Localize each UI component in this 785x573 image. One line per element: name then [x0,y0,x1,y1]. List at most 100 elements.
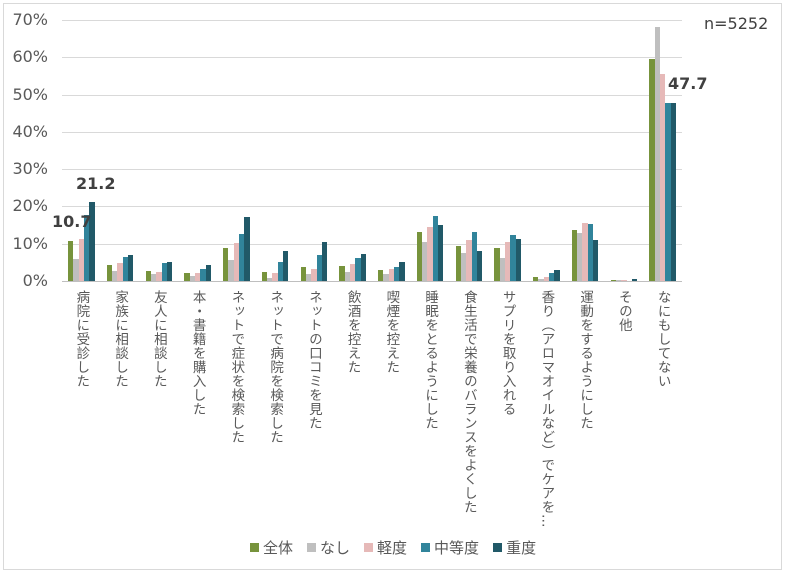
y-tick-label: 50% [12,84,48,104]
bar [432,216,439,281]
data-label: 21.2 [76,174,116,193]
bar [128,255,134,281]
bar [610,279,616,281]
legend-item: なし [307,537,350,558]
bar [194,272,201,281]
bar [166,261,173,281]
x-category-label: 家族に相談した [112,290,129,388]
bar [228,260,234,281]
bar [223,247,229,281]
legend-label: なし [320,539,351,557]
y-tick-label: 10% [12,233,48,253]
legend-label: 中等度 [434,539,480,557]
x-category-label: 飲酒を控えた [344,290,361,374]
x-category-label: サプリを取り入れる [499,290,516,416]
bar [277,261,284,281]
legend-label: 全体 [263,539,294,557]
bar [510,235,516,281]
bar [156,272,162,281]
legend-label: 軽度 [377,539,408,557]
bar [272,273,278,281]
bar [538,279,544,281]
bar [471,232,477,281]
x-category-label: 喫煙を控えた [383,290,400,374]
data-label: 10.7 [52,212,92,231]
bar [161,263,167,281]
bar [460,253,467,281]
plot-area [62,20,682,281]
bar [244,216,250,281]
bar [117,263,123,281]
legend-swatch-icon [307,543,317,552]
bar [300,267,306,281]
bar [355,258,361,281]
bar [200,268,206,281]
bar [427,226,433,281]
bar [466,240,472,281]
y-tick-label: 70% [12,10,48,29]
bar [587,223,594,281]
bar [416,232,423,281]
gridline [62,20,682,21]
bar [339,266,345,281]
x-category-label: 病院に受診した [73,290,90,388]
bar [239,234,245,281]
bar [73,259,79,281]
bar [631,279,638,281]
x-category-label: 睡眠をとるようにした [422,290,439,430]
bar [344,272,350,281]
bar [659,74,666,281]
bar [383,274,389,281]
legend-label: 重度 [506,539,537,557]
bar [84,214,90,281]
y-tick-label: 0% [22,271,48,290]
bar [665,103,671,281]
bar [494,247,500,281]
bar [554,270,560,281]
bar [112,270,118,281]
bar [577,232,583,281]
bar [455,245,461,281]
bar [311,269,317,281]
bar [394,266,400,281]
bar [360,254,366,281]
bar [670,103,676,281]
bar [399,261,405,281]
bar [267,278,273,281]
bar [476,251,483,281]
gridline [62,131,682,133]
bar [122,257,129,281]
bar [145,270,151,281]
bar [189,275,195,281]
legend-swatch-icon [250,543,259,552]
y-tick-label: 30% [12,159,48,179]
bar [233,243,240,281]
x-category-label: 香り（アロマオイルなど）でケアを… [538,290,555,528]
legend-item: 全体 [250,537,293,558]
bar [349,263,356,281]
bar [388,269,395,281]
bar [615,280,622,281]
x-category-label: ネットの口コミを見た [305,290,322,430]
legend-swatch-icon [364,543,374,552]
y-tick-label: 20% [12,196,48,216]
bar [543,276,550,281]
y-tick-label: 40% [12,121,48,141]
bar [515,238,521,281]
x-category-label: 食生活で栄養のバランスをよくした [460,290,477,514]
sample-size-label: n=5252 [704,14,769,33]
bar [649,59,655,281]
x-axis-line [62,281,682,282]
bar [68,241,74,281]
bar [78,238,85,281]
legend-swatch-icon [493,543,503,552]
legend: 全体 なし 軽度 中等度 重度 [250,537,536,558]
bar [654,27,660,281]
y-tick-label: 60% [12,47,48,67]
bar [150,273,157,281]
bar [621,279,627,281]
bar [499,258,505,281]
legend-item: 軽度 [364,537,407,558]
bar [504,242,511,281]
bar [593,240,599,281]
